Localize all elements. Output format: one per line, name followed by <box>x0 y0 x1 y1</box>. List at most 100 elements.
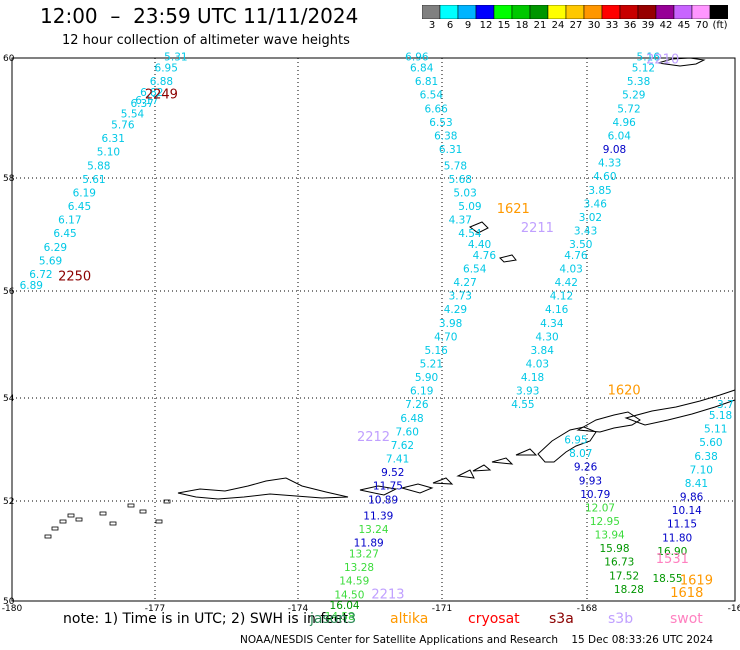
wave-height-value: 4.70 <box>434 331 457 343</box>
wave-height-value: 3.98 <box>439 318 462 330</box>
wave-height-value: 11.89 <box>354 538 384 550</box>
lat-tick-label: 52 <box>3 497 14 507</box>
colorbar-label: 12 <box>479 20 493 31</box>
satellite-jason3: jason3 <box>310 611 357 627</box>
wave-height-value: 16.73 <box>604 557 634 569</box>
wave-height-value: 6.17 <box>135 95 158 107</box>
wave-height-value: 4.54 <box>458 228 482 240</box>
wave-height-value: 6.95 <box>155 63 178 75</box>
lon-tick-label: -171 <box>432 604 452 614</box>
colorbar-label: (ft) <box>712 20 728 31</box>
coastline <box>515 448 538 456</box>
colorbar-label: 36 <box>623 20 637 31</box>
wave-height-value: 7.41 <box>386 454 409 466</box>
wave-height-value: 4.55 <box>511 399 534 411</box>
wave-height-value: 9.08 <box>603 144 626 156</box>
wave-height-value: 13.94 <box>595 530 625 542</box>
satellite-altika: altika <box>390 611 429 627</box>
wave-height-value: 11.39 <box>363 511 393 523</box>
wave-height-value: 5.11 <box>704 424 727 436</box>
wave-height-value: 15.98 <box>599 543 629 555</box>
coastline <box>456 469 475 479</box>
wave-height-value: 9.93 <box>579 475 602 487</box>
wave-height-value: 5.68 <box>449 174 472 186</box>
wave-height-value: 3.85 <box>588 185 611 197</box>
wave-height-value: 4.76 <box>473 250 497 262</box>
lat-tick-label: 60 <box>3 54 15 64</box>
wave-height-value: 9.26 <box>574 462 598 474</box>
coastline <box>177 477 349 500</box>
map-frame <box>11 57 736 602</box>
wave-height-value: 16.04 <box>330 600 360 612</box>
lon-tick-label: -177 <box>145 604 165 614</box>
colorbar-label: 24 <box>551 20 565 31</box>
wave-height-value: 13.28 <box>344 562 374 574</box>
wave-height-value: 10.79 <box>580 489 610 501</box>
wave-height-value: 4.27 <box>453 277 476 289</box>
coastline <box>657 57 706 67</box>
wave-height-value: 9.52 <box>381 467 404 479</box>
wave-height-value: 3.50 <box>569 239 592 251</box>
page-title: 12:00 – 23:59 UTC 11/11/2024 <box>40 4 359 28</box>
pass-time-label: 1618 <box>670 586 703 601</box>
wave-height-colorbar <box>422 5 728 19</box>
wave-height-value: 6.88 <box>150 76 173 88</box>
wave-height-value: 6.19 <box>73 187 96 199</box>
wave-height-value: 3.43 <box>574 225 597 237</box>
coastline <box>469 221 489 234</box>
wave-height-value: 5.12 <box>632 63 655 75</box>
colorbar-swatch <box>709 5 728 19</box>
wave-height-value: 11.75 <box>373 481 403 493</box>
colorbar-label: 45 <box>677 20 691 31</box>
wave-height-value: 4.16 <box>545 304 569 316</box>
pass-time-label: 1621 <box>497 202 530 217</box>
island <box>139 509 147 514</box>
pass-time-label: 2250 <box>58 270 91 285</box>
wave-height-value: 14.59 <box>339 576 369 588</box>
wave-height-value: 6.89 <box>20 280 43 292</box>
coastline <box>472 464 492 472</box>
wave-height-value: 5.09 <box>458 201 481 213</box>
wave-height-value: 3.84 <box>531 345 555 357</box>
wave-height-value: 9.86 <box>680 492 704 504</box>
island <box>99 511 107 516</box>
colorbar-label: 21 <box>533 20 547 31</box>
colorbar-label: 18 <box>515 20 529 31</box>
pass-time-label: 2211 <box>521 221 554 236</box>
coastline <box>432 477 454 485</box>
coastline <box>624 389 736 426</box>
island <box>44 534 52 539</box>
wave-height-value: 6.82 <box>140 87 163 99</box>
lon-tick-label: -174 <box>288 604 309 614</box>
wave-height-value: 5.61 <box>82 174 105 186</box>
wave-height-value: 4.42 <box>555 277 578 289</box>
pass-time-label: 2212 <box>357 430 390 445</box>
coastline <box>576 411 641 433</box>
wave-height-value: 6.17 <box>58 215 81 227</box>
wave-height-value: 14.50 <box>334 589 364 601</box>
satellite-cryosat: cryosat <box>468 611 520 627</box>
pass-time-label: 1531 <box>656 552 689 567</box>
wave-height-value: 5.72 <box>617 103 640 115</box>
wave-height-value: 6.54 <box>463 263 487 275</box>
pass-time-label: 2213 <box>371 587 404 602</box>
wave-height-value: 6.66 <box>424 103 448 115</box>
wave-height-value: 6.38 <box>694 451 717 463</box>
wave-height-value: 4.40 <box>468 239 491 251</box>
wave-height-value: 6.95 <box>564 435 587 447</box>
wave-height-value: 3.7 <box>717 399 734 411</box>
wave-height-value: 6.31 <box>102 133 125 145</box>
wave-height-value: 5.31 <box>164 52 187 64</box>
wave-height-value: 5.21 <box>420 359 443 371</box>
wave-height-value: 18.55 <box>652 573 682 585</box>
wave-height-value: 6.29 <box>44 242 67 254</box>
colorbar-label: 15 <box>497 20 511 31</box>
coastline <box>537 426 597 463</box>
wave-height-value: 6.53 <box>429 117 452 129</box>
wave-height-value: 6.72 <box>29 269 52 281</box>
wave-height-value: 4.12 <box>550 291 573 303</box>
wave-height-value: 5.18 <box>709 410 732 422</box>
wave-height-value: 4.18 <box>521 372 544 384</box>
wave-height-value: 3.02 <box>579 212 602 224</box>
